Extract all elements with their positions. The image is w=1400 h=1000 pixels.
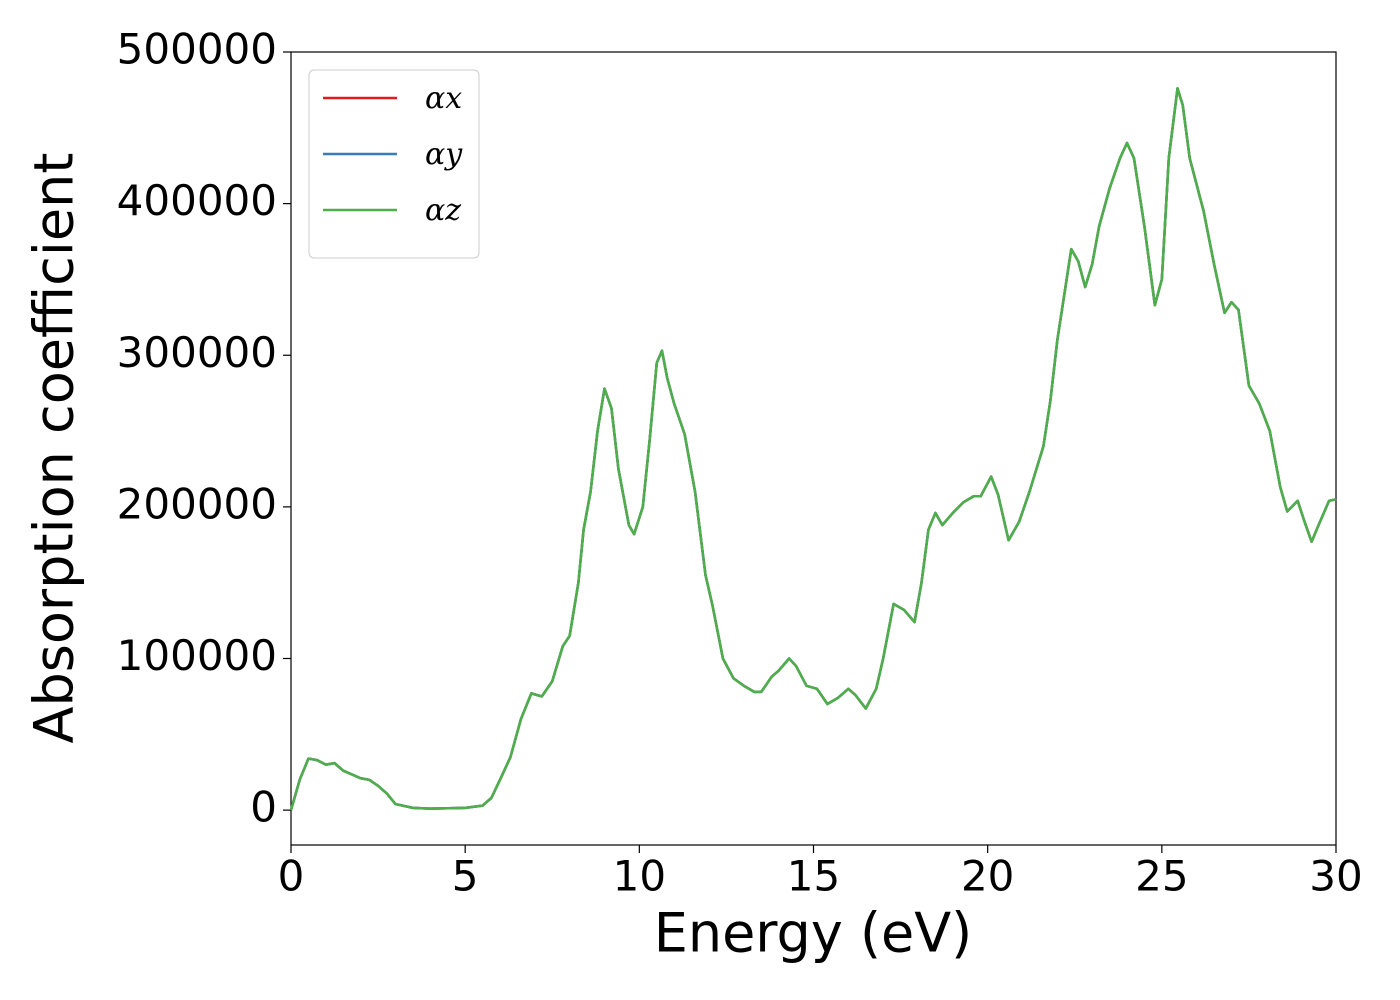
x-tick-label: 10 [613,852,666,901]
legend-label: αx [425,81,462,116]
x-tick-label: 15 [787,852,840,901]
y-tick-label: 300000 [117,328,277,377]
legend-label: αy [425,137,463,172]
y-tick-label: 0 [250,783,277,832]
x-tick-label: 0 [278,852,305,901]
y-tick-label: 100000 [117,631,277,680]
x-tick-label: 30 [1309,852,1362,901]
y-tick-label: 200000 [117,479,277,528]
y-tick-label: 400000 [117,176,277,225]
x-tick-label: 5 [452,852,479,901]
series-line [289,87,1337,811]
x-tick-label: 25 [1135,852,1188,901]
y-tick-label: 500000 [117,25,277,74]
legend-label: αz [425,193,461,228]
x-axis-label: Energy (eV) [654,902,973,965]
y-axis-label: Absorption coefficient [23,153,86,744]
x-tick-label: 20 [961,852,1014,901]
